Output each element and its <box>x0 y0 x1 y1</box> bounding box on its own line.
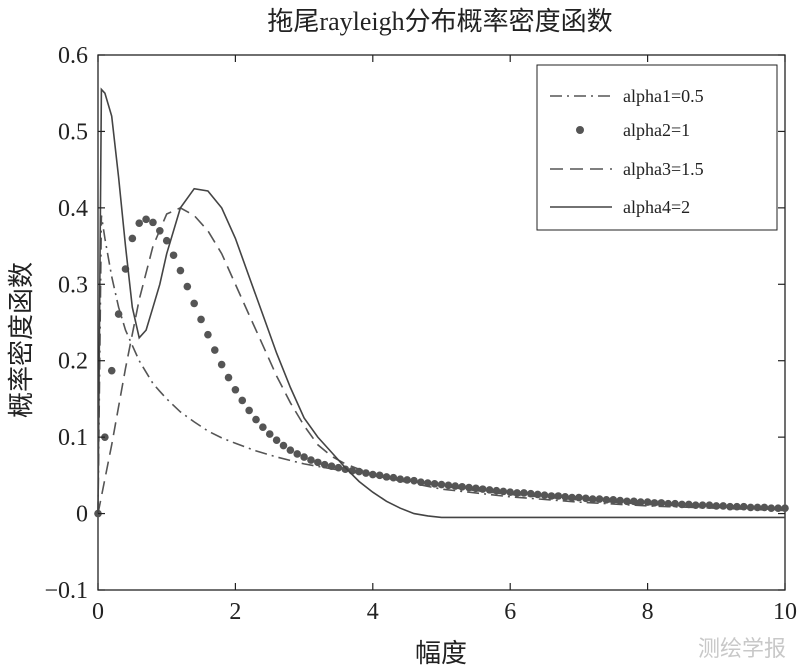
legend-alpha2-1-label: alpha2=1 <box>623 120 690 140</box>
series-alpha2-1-point <box>588 495 597 503</box>
series-layer <box>94 87 789 519</box>
y-tick-label: 0.6 <box>58 43 88 69</box>
series-alpha3-1-5-line <box>97 207 786 514</box>
series-alpha2-1-point <box>149 218 157 227</box>
series-alpha2-1-point <box>423 479 432 487</box>
series-alpha2-1-point <box>499 487 508 496</box>
series-alpha2-1-point <box>746 503 755 512</box>
series-alpha2-1-point <box>753 503 762 512</box>
series-alpha2-1-point <box>712 502 721 510</box>
series-alpha2-1-point <box>327 462 336 470</box>
x-tick-label: 6 <box>504 599 516 625</box>
y-tick-label: 0.5 <box>58 119 88 145</box>
series-alpha2-1-point <box>362 469 370 477</box>
y-tick-label: 0.4 <box>58 196 88 222</box>
series-alpha2-1-point <box>760 503 769 512</box>
x-tick-label: 2 <box>229 599 241 625</box>
series-alpha2-1-point <box>520 489 528 497</box>
series-alpha2-1-point <box>300 453 308 461</box>
series-alpha2-1-point <box>217 360 226 369</box>
x-axis-label: 幅度 <box>415 639 467 668</box>
series-alpha2-1-point <box>678 500 686 509</box>
legend-alpha4-2-label: alpha4=2 <box>623 197 690 217</box>
series-alpha2-1-point <box>767 504 776 513</box>
y-tick-label: 0.2 <box>58 349 88 375</box>
series-alpha2-1-point <box>169 251 178 260</box>
series-alpha2-1-point <box>190 299 198 308</box>
legend-alpha2-1-marker <box>576 126 584 134</box>
series-alpha2-1-point <box>238 396 247 405</box>
series-alpha2-1-point <box>135 219 144 227</box>
series-alpha2-1-point <box>561 492 569 501</box>
legend-box <box>536 64 778 231</box>
watermark: 测绘学报 <box>697 637 786 662</box>
y-tick-label: −0.1 <box>44 578 88 604</box>
series-alpha2-1-point <box>252 415 260 424</box>
series-alpha2-1-point <box>142 215 150 224</box>
legend-alpha1-0-5-label: alpha1=0.5 <box>623 86 704 106</box>
series-alpha2-1-point <box>623 497 631 506</box>
x-tick-label: 4 <box>367 599 379 625</box>
series-alpha2-1-point <box>279 441 288 450</box>
series-alpha2-1-point <box>107 366 116 375</box>
chart-title: 拖尾rayleigh分布概率密度函数 <box>267 7 612 36</box>
x-tick-label: 0 <box>92 599 104 625</box>
series-alpha2-1-point <box>430 479 439 488</box>
y-tick-label: 0.3 <box>58 272 88 298</box>
series-alpha2-1-point <box>774 504 782 513</box>
series-alpha2-1-point <box>231 385 240 394</box>
series-alpha2-1-point <box>719 502 727 510</box>
x-tick-label: 8 <box>642 599 654 625</box>
y-tick-label: 0 <box>76 502 88 528</box>
series-alpha2-1-point <box>307 456 315 464</box>
series-alpha2-1-point <box>403 476 411 484</box>
series-alpha2-1-point <box>265 430 274 438</box>
series-alpha2-1-point <box>224 373 233 382</box>
series-alpha2-1-point <box>210 346 219 354</box>
series-alpha2-1-point <box>458 483 466 491</box>
series-alpha2-1-point <box>128 234 137 243</box>
series-alpha2-1-point <box>636 498 645 506</box>
series-alpha2-1-point <box>540 491 549 500</box>
series-alpha1-0-5-line <box>97 215 786 514</box>
series-alpha2-1-point <box>781 504 789 513</box>
series-alpha2-1-point <box>293 450 302 458</box>
series-alpha2-1-point <box>259 423 267 432</box>
series-alpha2-1-point <box>691 501 700 509</box>
series-alpha2-1-point <box>739 502 748 511</box>
y-axis-label: 概率密度函数 <box>7 262 36 418</box>
series-alpha2-1-point <box>437 480 446 489</box>
series-alpha2-1-point <box>664 499 673 508</box>
series-alpha2-1-point <box>341 465 350 474</box>
series-alpha2-1-point <box>197 315 205 324</box>
series-alpha2-1-point <box>334 463 343 472</box>
series-alpha2-1-point <box>204 330 212 339</box>
y-tick-label: 0.1 <box>58 425 88 451</box>
plot-frame <box>97 54 786 591</box>
series-alpha2-1-point <box>286 446 295 454</box>
series-alpha2-1-point <box>698 501 707 509</box>
series-alpha2-1-point <box>176 266 185 275</box>
x-tick-label: 10 <box>773 599 797 625</box>
legend-alpha3-1-5-label: alpha3=1.5 <box>623 159 704 179</box>
series-alpha2-1-point <box>733 502 741 511</box>
series-alpha2-1-point <box>272 436 281 445</box>
tick-layer: 0 2 4 6 8 10−0.100.10.20.30.40.50.6 <box>44 43 797 625</box>
series-alpha2-1-point <box>320 460 329 469</box>
series-alpha4-2-line <box>97 87 785 519</box>
series-alpha2-1-point <box>382 473 391 481</box>
legend: alpha1=0.5 alpha2=1 alpha3=1.5 alpha4=2 <box>536 64 778 231</box>
series-alpha2-1-point <box>183 282 192 291</box>
series-alpha2-1-point <box>162 236 171 245</box>
series-alpha2-1-point <box>314 458 322 467</box>
series-alpha2-1-point <box>114 310 123 318</box>
series-alpha2-1-point <box>726 502 734 511</box>
series-alpha2-1-point <box>245 406 253 415</box>
